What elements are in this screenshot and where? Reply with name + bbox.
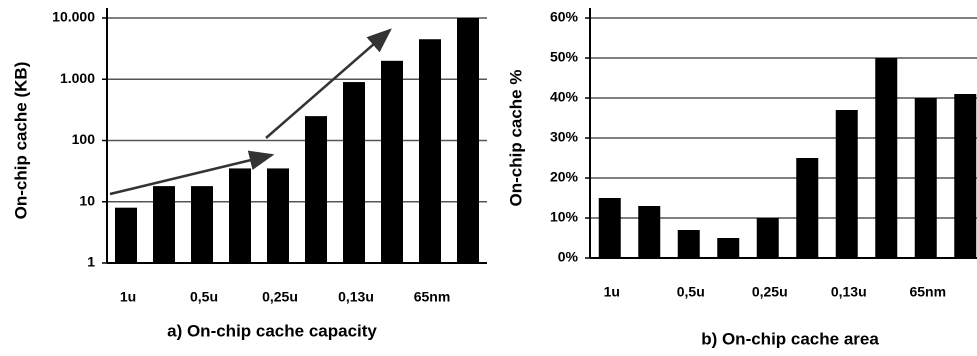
bar	[153, 186, 175, 263]
x-tick-label: 0,5u	[190, 289, 218, 305]
bar	[756, 218, 779, 258]
bar	[914, 98, 937, 258]
x-tick-label: 0,13u	[831, 284, 867, 300]
y-tick-label: 30%	[550, 129, 579, 145]
trend-arrow	[265, 28, 392, 139]
y-tick-label: 10.000	[52, 9, 95, 25]
bar	[457, 18, 479, 263]
y-tick-label: 20%	[550, 169, 579, 185]
bar	[419, 39, 441, 263]
x-tick-label: 1u	[120, 289, 136, 305]
y-tick-label: 50%	[550, 49, 579, 65]
bar	[717, 238, 740, 258]
x-tick-label: 1u	[604, 284, 620, 300]
x-tick-label: 65nm	[414, 289, 451, 305]
bar	[835, 110, 858, 258]
y-tick-label: 100	[72, 131, 96, 147]
y-tick-label: 0%	[558, 249, 579, 265]
bar	[677, 230, 700, 258]
bar	[229, 168, 251, 263]
y-tick-label: 1	[87, 254, 95, 270]
bar	[115, 207, 137, 263]
y-axis-title: On-chip cache (KB)	[11, 62, 30, 220]
bar	[796, 158, 819, 258]
bar	[638, 206, 661, 258]
x-tick-label: 0,5u	[677, 284, 705, 300]
bar	[598, 198, 621, 258]
bar	[343, 82, 365, 263]
bar	[381, 60, 403, 263]
y-axis-title: On-chip cache %	[506, 70, 525, 207]
y-tick-label: 10	[79, 192, 95, 208]
trend-arrow	[109, 150, 275, 196]
chart-caption: b) On-chip cache area	[701, 329, 879, 348]
y-tick-label: 40%	[550, 89, 579, 105]
bar	[954, 94, 977, 258]
bar	[191, 186, 213, 263]
y-tick-label: 10%	[550, 209, 579, 225]
bar	[267, 168, 289, 263]
x-tick-label: 0,25u	[752, 284, 788, 300]
y-tick-label: 60%	[550, 9, 579, 25]
x-tick-label: 0,25u	[262, 289, 298, 305]
x-tick-label: 0,13u	[338, 289, 374, 305]
bar	[305, 116, 327, 263]
x-tick-label: 65nm	[909, 284, 946, 300]
y-tick-label: 1.000	[60, 70, 95, 86]
chart-caption: a) On-chip cache capacity	[167, 321, 377, 340]
bar	[875, 58, 898, 258]
